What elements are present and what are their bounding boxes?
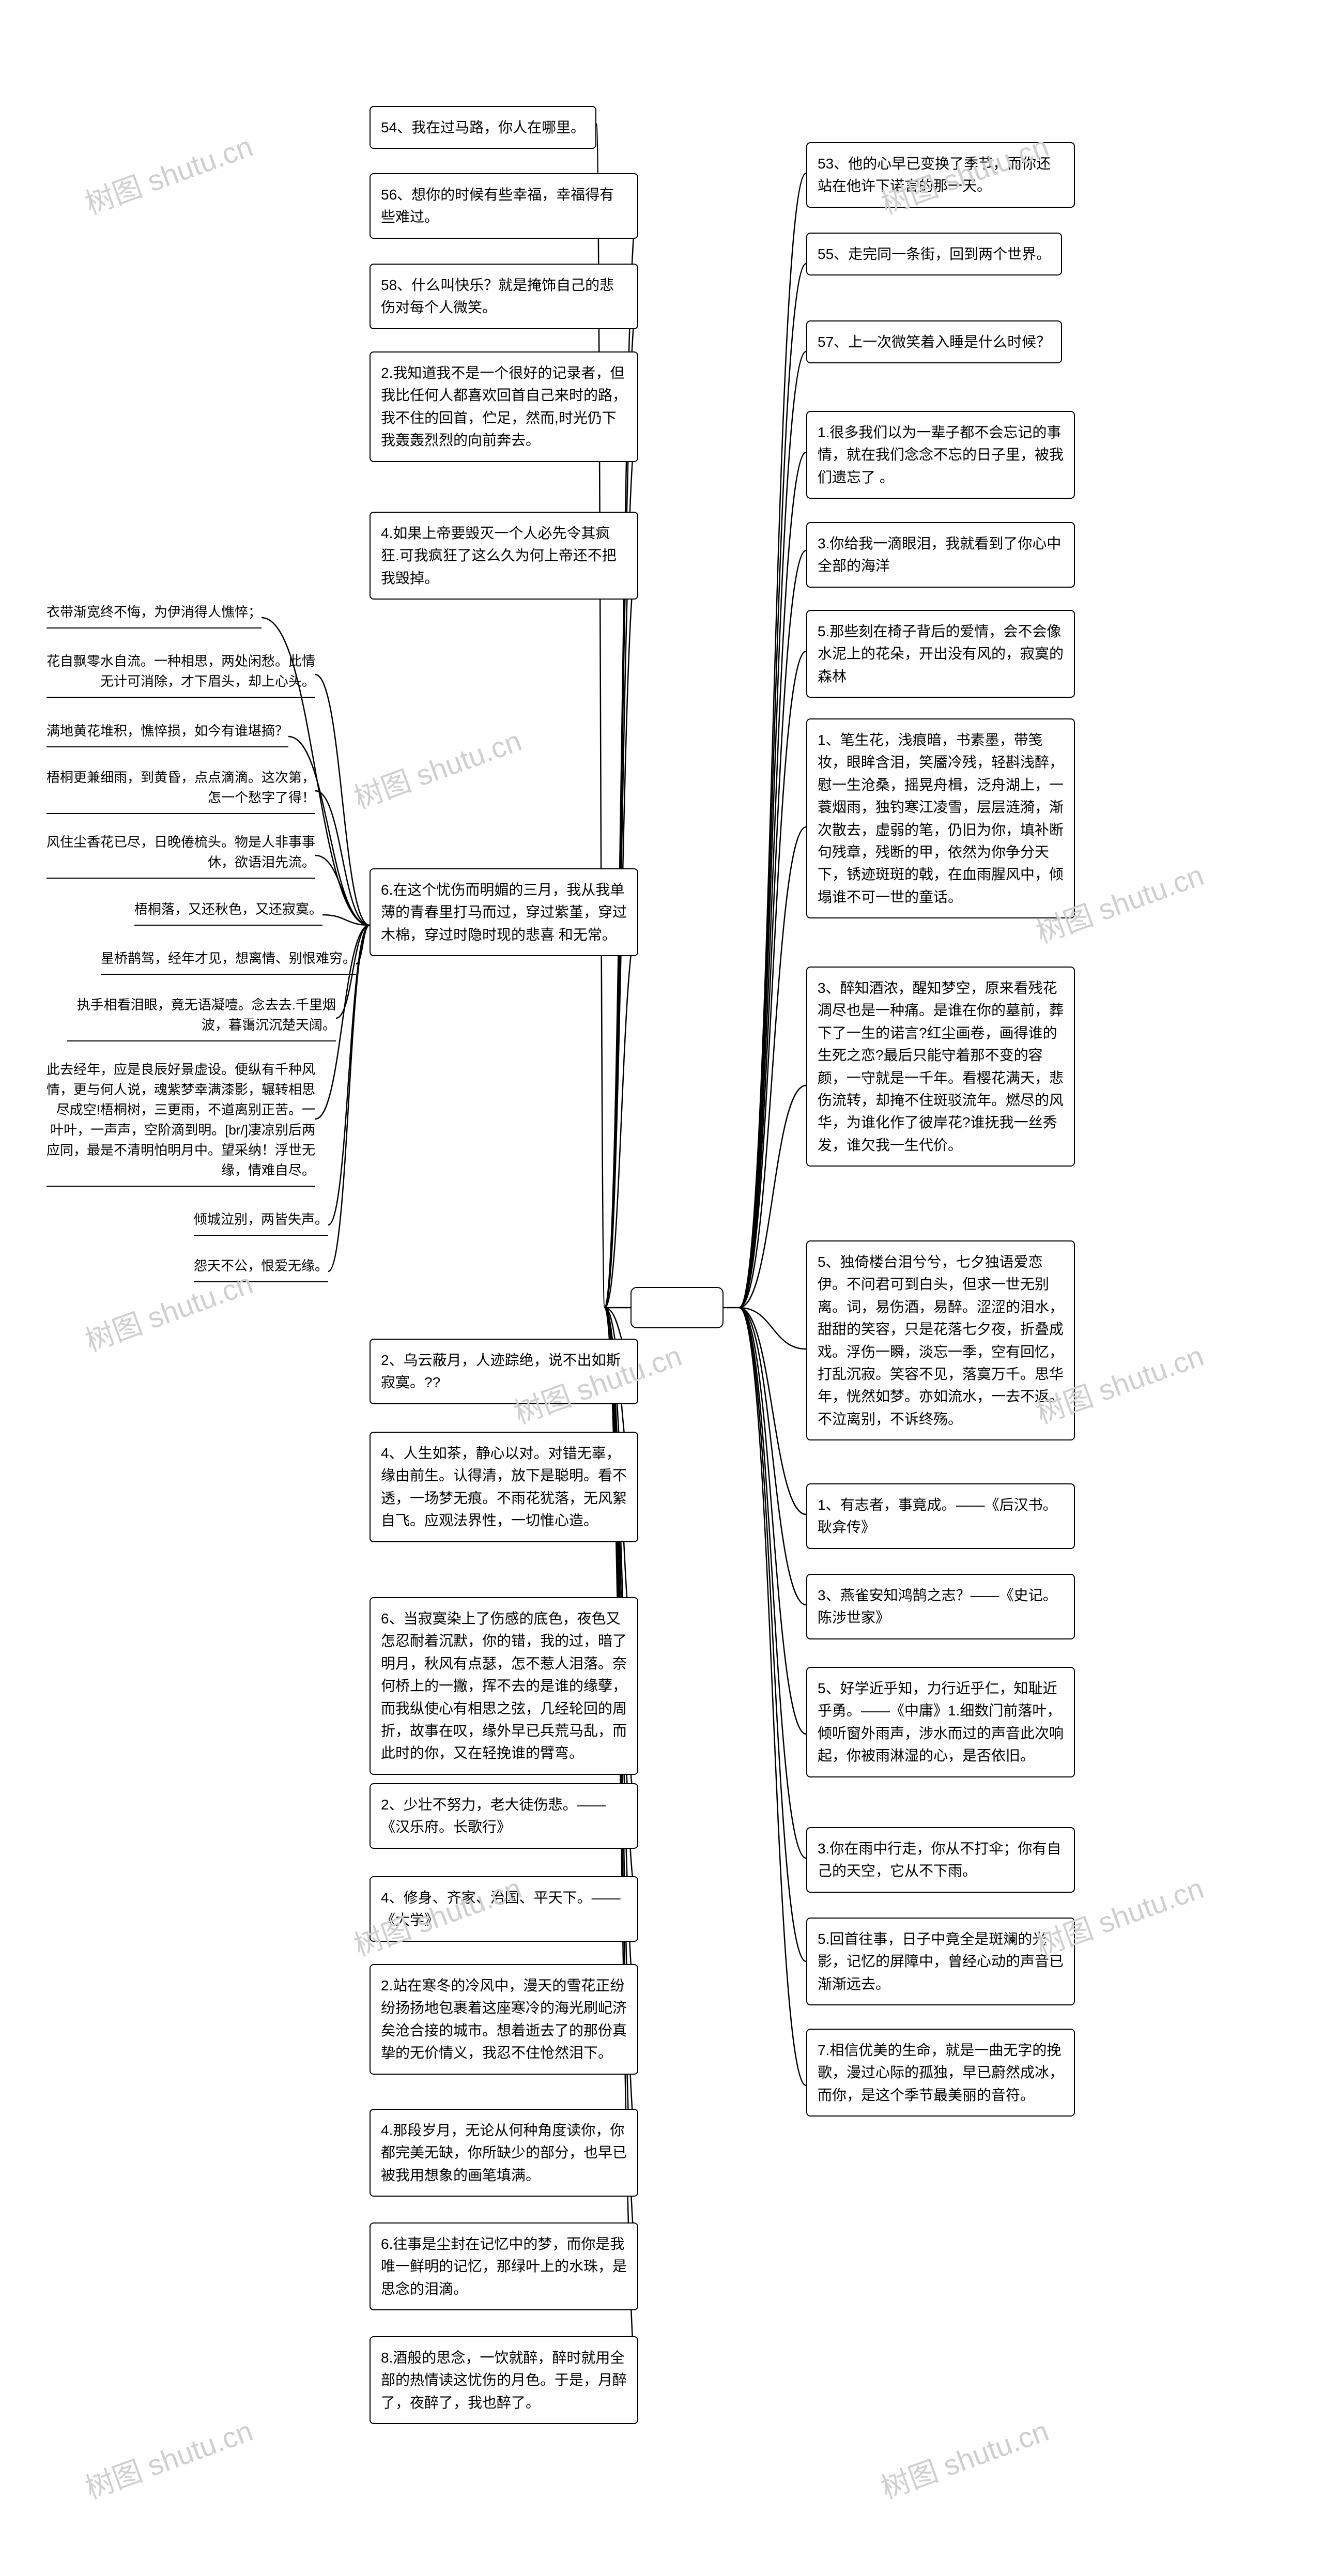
watermark: 树图 shutu.cn (79, 2408, 258, 2507)
sub-s9: 此去经年，应是良辰好景虚设。便纵有千种风情，更与何人说，魂紫梦幸满漆影，辗转相思… (47, 1060, 315, 1187)
branch-r6: 5.那些刻在椅子背后的爱情，会不会像水泥上的花朵，开出没有风的，寂寞的森林 (806, 610, 1075, 698)
branch-l5: 4.如果上帝要毁灭一个人必先令其疯狂.可我疯狂了这么久为何上帝还不把我毁掉。 (370, 512, 638, 600)
branch-r10: 1、有志者，事竟成。——《后汉书。耿弇传》 (806, 1483, 1075, 1549)
sub-s1: 衣带渐宽终不悔，为伊消得人憔悴； (47, 602, 261, 628)
branch-r9: 5、独倚楼台泪兮兮，七夕独语爱恋伊。不问君可到白头，但求一世无别离。词，易伤酒，… (806, 1240, 1075, 1440)
branch-l12: 2.站在寒冬的冷风中，漫天的雪花正纷纷扬扬地包裹着这座寒冷的海光刷屺济矣沧合接的… (370, 1964, 638, 2075)
branch-r12: 5、好学近乎知，力行近乎仁，知耻近乎勇。——《中庸》1.细数门前落叶，倾听窗外雨… (806, 1667, 1075, 1777)
branch-r3: 57、上一次微笑着入睡是什么时候？ (806, 320, 1062, 363)
center-node (630, 1287, 724, 1328)
branch-r11: 3、燕雀安知鸿鹄之志？——《史记。陈涉世家》 (806, 1574, 1075, 1639)
branch-l1: 54、我在过马路，你人在哪里。 (370, 106, 596, 149)
branch-l15: 8.酒般的思念，一饮就醉，醉时就用全部的热情读这忧伤的月色。于是，月醉了，夜醉了… (370, 2336, 638, 2424)
branch-l4: 2.我知道我不是一个很好的记录者，但我比任何人都喜欢回首自己来时的路，我不住的回… (370, 351, 638, 462)
branch-l2: 56、想你的时候有些幸福，幸福得有些难过。 (370, 173, 638, 239)
branch-l3: 58、什么叫快乐？就是掩饰自己的悲伤对每个人微笑。 (370, 264, 638, 329)
sub-s11: 怨天不公，恨爱无缘。 (194, 1256, 328, 1282)
branch-l10: 2、少壮不努力，老大徒伤悲。——《汉乐府。长歌行》 (370, 1783, 638, 1849)
sub-s5: 风住尘香花已尽，日晚倦梳头。物是人非事事休，欲语泪先流。 (47, 832, 315, 879)
branch-l14: 6.往事是尘封在记忆中的梦，而你是我唯一鲜明的记忆，那绿叶上的水珠，是思念的泪滴… (370, 2222, 638, 2310)
branch-r5: 3.你给我一滴眼泪，我就看到了你心中全部的海洋 (806, 522, 1075, 588)
branch-l6: 6.在这个忧伤而明媚的三月，我从我单薄的青春里打马而过，穿过紫堇，穿过木棉，穿过… (370, 868, 638, 956)
sub-s10: 倾城泣别，两皆失声。 (194, 1209, 328, 1236)
branch-r8: 3、醉知酒浓，醒知梦空，原来看残花凋尽也是一种痛。是谁在你的墓前，葬下了一生的诺… (806, 967, 1075, 1167)
watermark: 树图 shutu.cn (79, 124, 258, 223)
sub-s4: 梧桐更兼细雨，到黄昏，点点滴滴。这次第，怎一个愁字了得！ (47, 768, 315, 814)
sub-s2: 花自飘零水自流。一种相思，两处闲愁。此情无计可消除，才下眉头，却上心头。 (47, 651, 315, 698)
branch-r13: 3.你在雨中行走，你从不打伞；你有自己的天空，它从不下雨。 (806, 1827, 1075, 1893)
branch-l7: 2、乌云蔽月，人迹踪绝，说不出如斯寂寞。?? (370, 1339, 638, 1404)
branch-l8: 4、人生如茶，静心以对。对错无辜，缘由前生。认得清，放下是聪明。看不透，一场梦无… (370, 1432, 638, 1542)
branch-r7: 1、笔生花，浅痕暗，书素墨，带笺妆，眼眸含泪，笑靥冷残，轻斟浅醉，慰一生沧桑，摇… (806, 718, 1075, 918)
sub-s7: 星桥鹊驾，经年才见，想离情、别恨难穷。 (101, 948, 356, 975)
branch-l13: 4.那段岁月，无论从何种角度读你，你都完美无缺，你所缺少的部分，也早已被我用想象… (370, 2109, 638, 2197)
branch-r1: 53、他的心早已变换了季节，而你还站在他许下诺言的那一天。 (806, 142, 1075, 208)
watermark: 树图 shutu.cn (874, 2408, 1054, 2507)
sub-s6: 梧桐落，又还秋色，又还寂寞。 (134, 899, 322, 926)
watermark: 树图 shutu.cn (347, 718, 527, 817)
sub-s3: 满地黄花堆积，憔悴损，如今有谁堪摘？ (47, 721, 288, 747)
sub-s8: 执手相看泪眼，竟无语凝噎。念去去.千里烟波，暮霭沉沉楚天阔。 (67, 995, 336, 1041)
branch-r15: 7.相信优美的生命，就是一曲无字的挽歌，漫过心际的孤独，早已蔚然成冰，而你，是这… (806, 2029, 1075, 2117)
branch-l9: 6、当寂寞染上了伤感的底色，夜色又怎忍耐着沉默，你的错，我的过，暗了明月，秋风有… (370, 1597, 638, 1775)
branch-r2: 55、走完同一条街，回到两个世界。 (806, 233, 1062, 275)
branch-r4: 1.很多我们以为一辈子都不会忘记的事情，就在我们念念不忘的日子里，被我们遗忘了 … (806, 411, 1075, 499)
branch-l11: 4、修身、齐家、治国、平天下。——《大学》 (370, 1876, 638, 1942)
branch-r14: 5.回首往事，日子中竟全是斑斓的光影，记忆的屏障中，曾经心动的声音已渐渐远去。 (806, 1918, 1075, 2005)
